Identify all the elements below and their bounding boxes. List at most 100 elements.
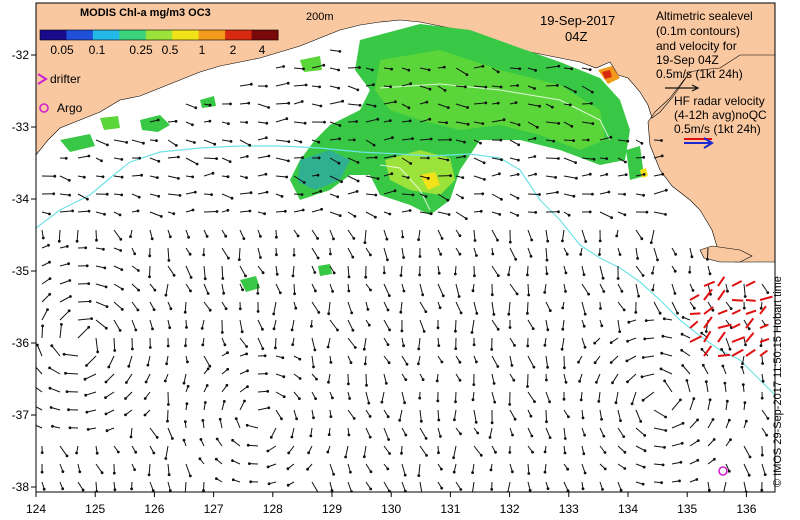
- velocity-arrow-shaft: [581, 103, 592, 105]
- velocity-arrow-shaft: [599, 283, 605, 292]
- velocity-arrow-head: [637, 294, 640, 298]
- velocity-arrow-head: [266, 465, 270, 469]
- velocity-arrow-shaft: [149, 427, 158, 438]
- velocity-arrow-shaft: [365, 481, 372, 490]
- velocity-arrow-shaft: [689, 247, 693, 257]
- velocity-arrow-head: [700, 331, 704, 335]
- velocity-arrow-head: [741, 383, 745, 386]
- velocity-arrow-head: [323, 120, 326, 124]
- velocity-arrow-shaft: [149, 229, 153, 239]
- velocity-arrow-shaft: [681, 349, 691, 357]
- velocity-arrow-head: [461, 176, 465, 180]
- velocity-arrow-head: [48, 260, 51, 264]
- velocity-arrow-shaft: [183, 373, 187, 384]
- velocity-arrow-shaft: [653, 211, 666, 215]
- velocity-arrow-head: [408, 209, 412, 212]
- velocity-arrow-head: [474, 420, 478, 424]
- velocity-arrow-head: [534, 69, 537, 72]
- velocity-arrow-shaft: [203, 157, 217, 160]
- velocity-arrow-shaft: [347, 319, 354, 331]
- velocity-arrow-head: [740, 365, 744, 369]
- velocity-arrow-head: [641, 482, 645, 486]
- y-tick-label: -33: [12, 120, 30, 134]
- hf-radar-arrow: [703, 330, 712, 343]
- velocity-arrow-shaft: [36, 366, 43, 375]
- velocity-arrow-shaft: [293, 175, 305, 183]
- velocity-arrow-shaft: [311, 190, 321, 195]
- velocity-arrow-head: [743, 401, 747, 404]
- velocity-arrow-shaft: [419, 211, 432, 215]
- colorbar-segment: [92, 30, 120, 40]
- velocity-arrow-head: [402, 344, 405, 348]
- drifter-legend-label: drifter: [50, 72, 81, 86]
- velocity-arrow-shaft: [660, 368, 673, 375]
- velocity-arrow-head: [591, 122, 595, 125]
- velocity-arrow-head: [593, 341, 597, 345]
- velocity-arrow-head: [534, 211, 538, 214]
- velocity-arrow-shaft: [635, 247, 639, 259]
- velocity-arrow-head: [164, 457, 168, 460]
- velocity-arrow-head: [391, 136, 394, 140]
- velocity-arrow-head: [622, 308, 626, 312]
- velocity-arrow-shaft: [437, 229, 443, 239]
- velocity-arrow-head: [281, 356, 285, 360]
- velocity-arrow-head: [353, 214, 357, 218]
- velocity-arrow-shaft: [401, 83, 411, 87]
- velocity-arrow-shaft: [311, 208, 322, 213]
- velocity-arrow-head: [660, 139, 663, 142]
- hf-radar-arrow: [745, 332, 755, 343]
- velocity-arrow-shaft: [563, 85, 576, 93]
- velocity-arrow-shaft: [509, 283, 518, 295]
- velocity-arrow-shaft: [329, 121, 341, 126]
- velocity-arrow-head: [295, 417, 298, 421]
- island: [699, 245, 753, 263]
- velocity-arrow-head: [243, 399, 246, 403]
- velocity-arrow-shaft: [473, 301, 478, 314]
- velocity-arrow-shaft: [65, 372, 79, 375]
- velocity-arrow-shaft: [95, 301, 108, 308]
- velocity-arrow-head: [577, 360, 580, 364]
- velocity-arrow-shaft: [184, 301, 187, 313]
- velocity-arrow-head: [205, 235, 209, 238]
- velocity-arrow-head: [623, 192, 626, 196]
- velocity-arrow-head: [548, 400, 551, 404]
- velocity-arrow-head: [373, 104, 377, 108]
- velocity-arrow-head: [287, 451, 291, 455]
- velocity-arrow-head: [403, 489, 407, 492]
- argo-legend-label: Argo: [57, 101, 83, 115]
- velocity-arrow-shaft: [131, 301, 139, 311]
- marker-legend: drifter Argo: [37, 72, 83, 115]
- velocity-arrow-head: [369, 253, 372, 257]
- velocity-arrow-head: [249, 480, 253, 484]
- velocity-arrow-head: [275, 253, 278, 257]
- velocity-arrow-shaft: [689, 440, 699, 447]
- velocity-arrow-head: [120, 268, 124, 271]
- velocity-arrow-head: [425, 454, 428, 457]
- velocity-arrow-shaft: [491, 157, 502, 161]
- velocity-arrow-shaft: [267, 445, 277, 452]
- velocity-arrow-head: [157, 159, 161, 163]
- hf-radar-arrow: [717, 323, 732, 329]
- velocity-arrow-shaft: [165, 445, 169, 459]
- velocity-arrow-head: [640, 237, 644, 241]
- velocity-arrow-shaft: [383, 355, 390, 364]
- velocity-arrow-head: [220, 331, 224, 334]
- velocity-arrow-shaft: [257, 137, 267, 141]
- velocity-arrow-head: [557, 210, 560, 214]
- velocity-arrow-head: [69, 295, 72, 298]
- velocity-arrow-head: [226, 367, 230, 371]
- velocity-arrow-shaft: [365, 103, 376, 107]
- velocity-arrow-head: [75, 451, 78, 455]
- velocity-arrow-head: [446, 106, 450, 109]
- velocity-arrow-shaft: [165, 283, 169, 296]
- velocity-arrow-shaft: [267, 463, 277, 468]
- velocity-arrow-head: [620, 289, 624, 293]
- velocity-arrow-head: [481, 64, 485, 68]
- velocity-arrow-shaft: [581, 301, 586, 315]
- velocity-arrow-head: [514, 101, 518, 104]
- velocity-arrow-head: [438, 306, 442, 310]
- velocity-arrow-head: [452, 470, 456, 474]
- velocity-arrow-head: [244, 274, 247, 278]
- velocity-arrow-shaft: [455, 481, 462, 490]
- velocity-arrow-head: [557, 122, 561, 125]
